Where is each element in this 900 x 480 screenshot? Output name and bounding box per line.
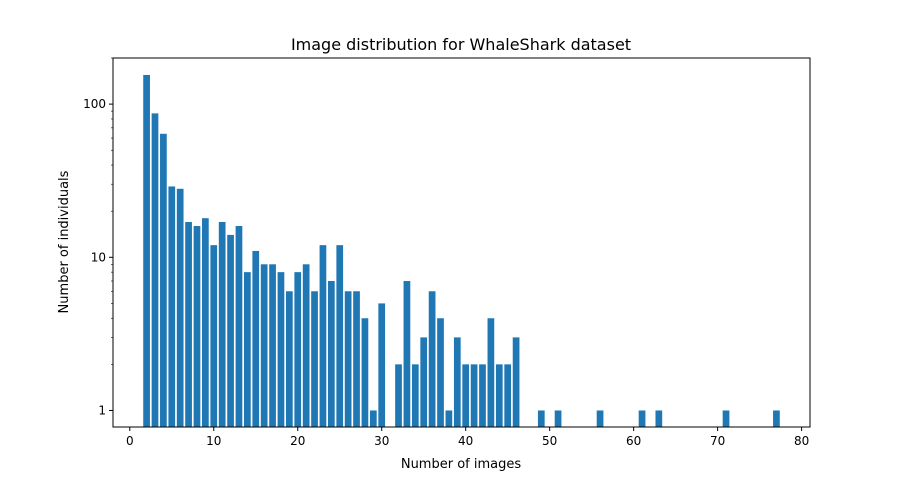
bar-12: [227, 234, 234, 427]
bar-29: [369, 410, 377, 427]
bar-18: [277, 272, 285, 427]
bar-21: [302, 264, 310, 427]
bar-16: [260, 264, 268, 427]
bar-28: [361, 318, 369, 427]
bar-45: [504, 364, 512, 427]
bar-39: [453, 337, 461, 427]
bar-30: [378, 303, 386, 427]
x-tick-label-30: 30: [374, 434, 389, 448]
bar-22: [311, 291, 318, 427]
y-tick-label-1: 1: [98, 403, 106, 417]
bar-10: [210, 245, 218, 427]
bar-26: [344, 291, 352, 427]
bar-5: [168, 186, 176, 427]
y-axis-label: Number of individuals: [57, 170, 72, 313]
bar-14: [244, 272, 251, 427]
x-tick-label-60: 60: [626, 434, 641, 448]
bar-20: [294, 272, 302, 427]
x-axis: 0 10 20 30 40 50 60 70 80: [126, 427, 809, 448]
bar-24: [327, 281, 335, 427]
bar-15: [252, 250, 260, 427]
bar-8: [193, 226, 201, 427]
bar-27: [353, 291, 360, 427]
x-tick-label-40: 40: [458, 434, 473, 448]
chart-title: Image distribution for WhaleShark datase…: [291, 35, 631, 54]
bar-56: [596, 410, 604, 427]
bar-35: [420, 337, 428, 427]
bar-34: [411, 364, 419, 427]
bar-23: [319, 245, 327, 427]
bar-13: [235, 226, 243, 427]
bar-40: [462, 364, 470, 427]
bar-2: [143, 74, 150, 428]
bar-11: [218, 221, 226, 427]
bar-37: [437, 318, 444, 427]
bar-38: [445, 410, 453, 427]
x-tick-label-70: 70: [710, 434, 725, 448]
bar-63: [655, 410, 663, 427]
bar-77: [773, 410, 780, 427]
bar-36: [428, 291, 436, 427]
bar-3: [151, 113, 159, 427]
y-tick-label-10: 10: [91, 250, 106, 264]
bar-41: [470, 364, 478, 427]
bar-17: [269, 264, 276, 427]
bar-4: [160, 133, 167, 428]
bar-7: [185, 221, 192, 427]
bar-44: [495, 364, 503, 427]
bar-61: [638, 410, 646, 427]
bar-33: [403, 281, 411, 427]
bar-46: [512, 337, 520, 427]
bar-9: [202, 218, 209, 427]
bar-32: [395, 364, 402, 427]
y-tick-label-100: 100: [83, 97, 106, 111]
y-axis: 1 10 100: [83, 57, 113, 417]
bar-6: [176, 188, 184, 427]
x-tick-label-0: 0: [126, 434, 134, 448]
bars-group: [143, 74, 780, 428]
x-tick-label-20: 20: [290, 434, 305, 448]
x-tick-label-80: 80: [794, 434, 809, 448]
x-tick-label-50: 50: [542, 434, 557, 448]
bar-51: [554, 410, 562, 427]
bar-43: [487, 318, 495, 427]
bar-49: [537, 410, 545, 427]
bar-71: [722, 410, 730, 427]
plot-frame: [112, 57, 811, 428]
bar-19: [285, 291, 293, 427]
x-axis-label: Number of images: [401, 457, 522, 472]
bar-42: [479, 364, 486, 427]
bar-25: [336, 245, 344, 427]
x-tick-label-10: 10: [206, 434, 221, 448]
